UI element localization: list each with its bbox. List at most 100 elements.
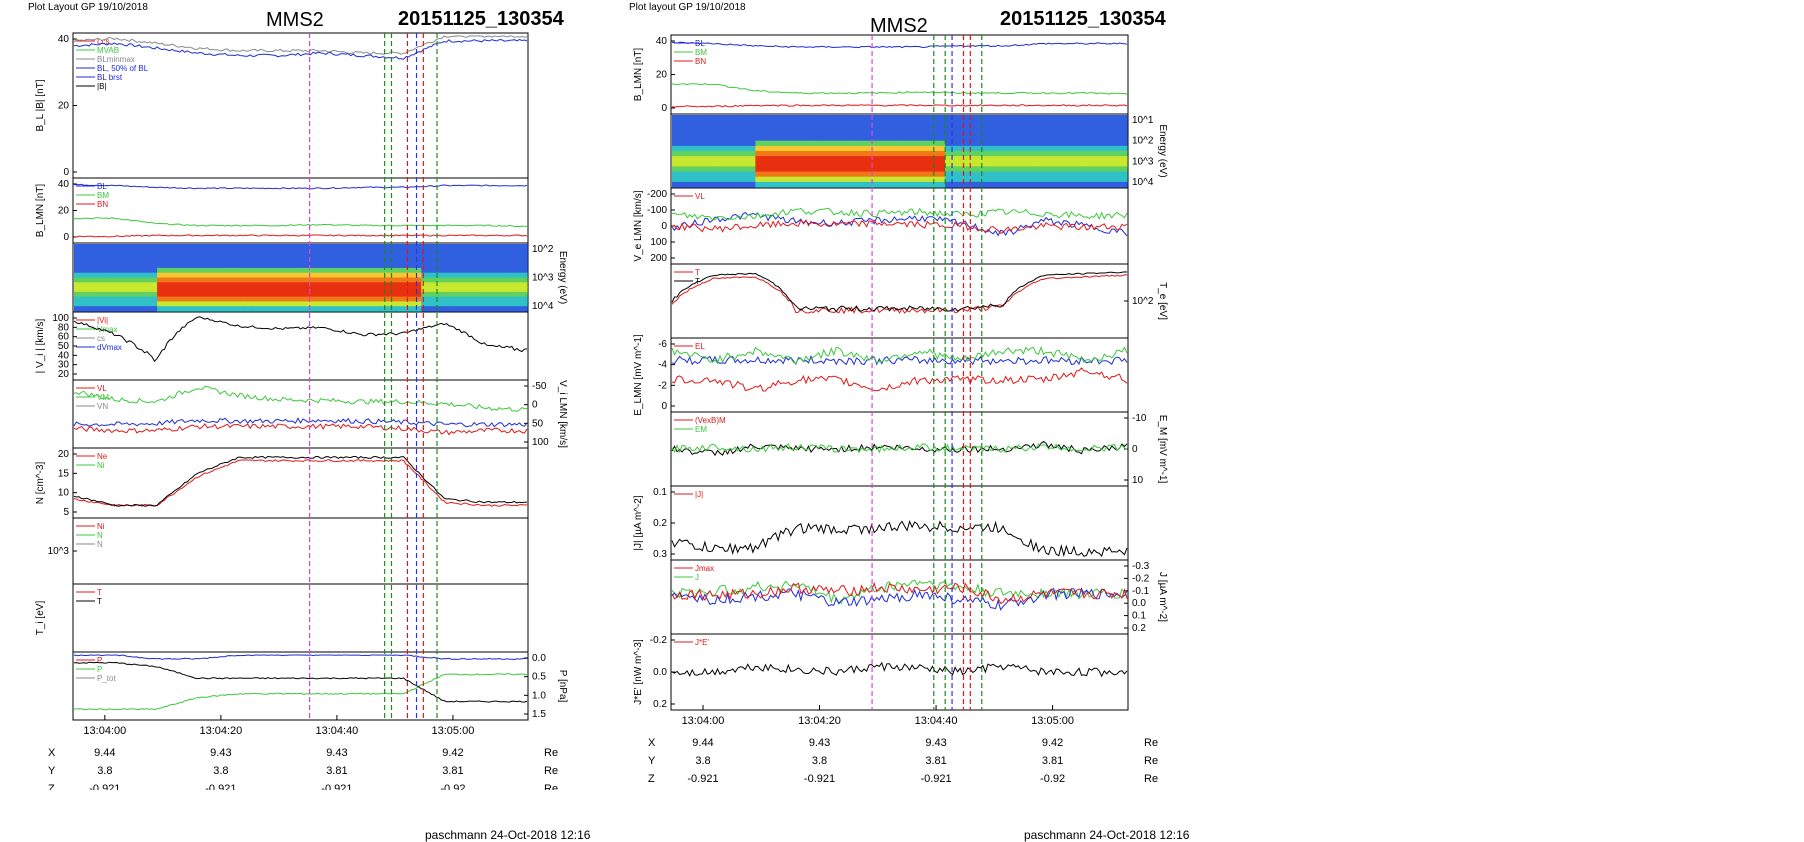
left-spectrogram-cell <box>225 253 234 259</box>
right-spectrogram-cell <box>876 125 885 131</box>
left-spectrogram-cell <box>474 267 483 274</box>
right-spectrogram-cell <box>732 176 741 183</box>
right-spectrogram-cell <box>785 135 794 142</box>
right-spectrogram-cell <box>1020 161 1029 167</box>
left-legend-label-vilmn: VN <box>97 402 108 411</box>
right-spectrogram-cell <box>998 130 1007 137</box>
right-spectrogram-cell <box>914 125 923 131</box>
left-spectrogram-cell <box>300 301 309 307</box>
right-spectrogram-cell <box>937 120 946 126</box>
right-spectrogram-cell <box>990 130 999 137</box>
left-spectrogram-cell <box>323 258 332 264</box>
right-spectrogram-cell <box>914 181 923 188</box>
left-spectrogram-cell <box>413 272 422 279</box>
left-spectrogram-cell <box>164 296 173 302</box>
left-spectrogram-cell <box>451 277 460 283</box>
right-spectrogram-cell <box>763 125 772 131</box>
left-ylabel-vilmn: V_i LMN [km/s] <box>557 380 568 448</box>
right-spectrogram-cell <box>1020 135 1029 142</box>
left-spectrogram-cell <box>443 282 453 288</box>
left-spectrogram-cell <box>489 282 498 288</box>
left-spectrogram-cell <box>353 244 362 250</box>
right-spectrogram-cell <box>952 130 961 137</box>
right-spectrogram-cell <box>967 115 976 121</box>
left-spectrogram-cell <box>255 267 264 274</box>
right-spectrogram-cell <box>937 161 946 167</box>
left-spectrogram-cell <box>398 277 407 283</box>
right-spectrogram-cell <box>816 156 825 162</box>
left-spectrogram-cell <box>119 244 128 250</box>
left-spectrogram-cell <box>376 287 385 293</box>
left-spectrogram-cell <box>217 301 226 307</box>
left-spectrogram-cell <box>443 267 453 274</box>
left-ytick-density: 5 <box>63 507 69 518</box>
left-spectrogram-cell <box>232 272 241 279</box>
right-spectrogram-cell <box>884 125 893 131</box>
left-spectrogram-cell <box>345 296 354 302</box>
left-spectrogram-cell <box>489 287 498 293</box>
right-spectrogram-cell <box>694 135 703 142</box>
left-spectrogram-cell <box>368 301 377 307</box>
right-spectrogram-cell <box>1119 130 1128 137</box>
right-spectrogram-cell <box>846 120 855 126</box>
right-spectrogram-cell <box>952 181 961 188</box>
left-spectrogram-cell <box>330 291 339 298</box>
left-spectrogram-cell <box>308 291 317 298</box>
right-spectrogram-cell <box>1066 166 1075 173</box>
left-legend-label-vilmn: VM <box>97 393 109 402</box>
right-spectrogram-cell <box>914 161 923 167</box>
left-spectrogram-cell <box>519 282 528 288</box>
right-spectrogram-cell <box>725 176 734 183</box>
right-spectrogram-cell <box>800 130 810 137</box>
left-spectrogram-cell <box>323 296 332 302</box>
right-spectrogram-cell <box>838 125 847 131</box>
right-spectrogram-cell <box>982 130 992 137</box>
right-spectrogram-cell <box>1013 120 1022 126</box>
right-spectrogram-cell <box>937 135 946 142</box>
left-spectrogram-cell <box>194 272 203 279</box>
right-spectrogram-cell <box>1020 176 1029 183</box>
left-spectrogram-cell <box>315 291 324 298</box>
left-spectrogram-cell <box>164 277 173 283</box>
right-spectrogram-cell <box>1013 130 1022 137</box>
right-spectrogram-cell <box>1089 115 1098 121</box>
right-spectrogram-cell <box>1013 151 1022 157</box>
left-spectrogram-cell <box>391 263 400 269</box>
right-spectrogram-cell <box>800 140 810 147</box>
right-spectrogram-cell <box>952 125 961 131</box>
right-spectrogram-cell <box>1005 171 1014 178</box>
right-spectrogram-cell <box>717 145 726 152</box>
right-spectrogram-cell <box>816 140 825 147</box>
right-spectrogram-cell <box>907 171 916 178</box>
right-spectrogram-cell <box>831 140 840 147</box>
right-spectrogram-cell <box>679 120 688 126</box>
right-spectrogram-cell <box>793 181 802 188</box>
right-spectrogram-cell <box>1013 181 1022 188</box>
left-spectrogram-cell <box>376 253 385 259</box>
left-spectrogram-cell <box>421 306 430 312</box>
right-ytick-jdote: 0.2 <box>653 699 667 710</box>
left-spectrogram-cell <box>164 287 173 293</box>
left-spectrogram-cell <box>96 282 105 288</box>
left-spectrogram-cell <box>119 263 128 269</box>
left-spectrogram-cell <box>406 272 415 279</box>
right-spectrogram-cell <box>1096 156 1105 162</box>
right-spectrogram-cell <box>740 115 749 121</box>
left-spectrogram-cell <box>74 287 83 293</box>
right-spectrogram-cell <box>960 166 969 173</box>
right-spectrogram-cell <box>1104 166 1113 173</box>
right-spectrogram-cell <box>1111 125 1120 131</box>
right-spectrogram-cell <box>755 125 764 131</box>
right-xtick-label: 13:05:00 <box>1031 715 1074 727</box>
left-spectrogram-cell <box>406 277 415 283</box>
right-ylabel-jdote: J*E' [nW m^-3] <box>633 639 644 705</box>
left-spectrogram-cell <box>300 267 309 274</box>
left-legend-label-bl_b: BL brst <box>97 73 123 82</box>
left-spectrogram-cell <box>300 253 309 259</box>
left-spectrogram-cell <box>202 296 211 302</box>
left-spectrogram-cell <box>391 296 400 302</box>
left-spectrogram-cell <box>187 248 196 255</box>
left-spectrogram-cell <box>179 296 188 302</box>
right-spectrogram-cell <box>1005 151 1014 157</box>
left-spectrogram-cell <box>398 244 407 250</box>
